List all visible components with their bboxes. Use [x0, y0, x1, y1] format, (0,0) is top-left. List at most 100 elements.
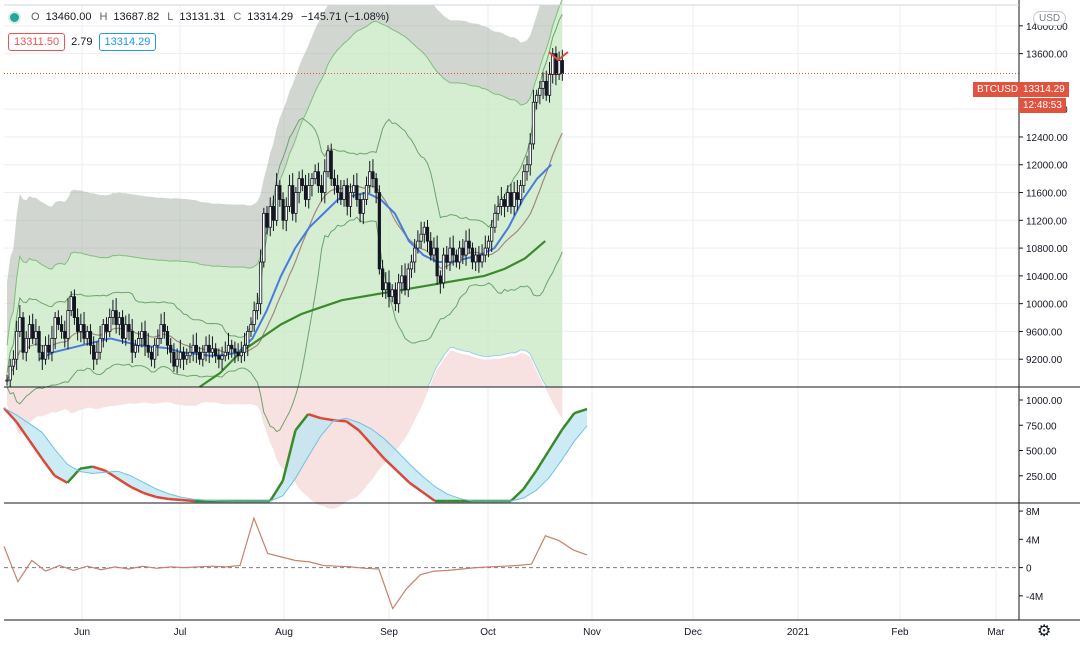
candle: [239, 341, 243, 364]
ema-line: [198, 240, 546, 388]
candle-body: [95, 351, 99, 360]
candle: [31, 313, 35, 344]
candle: [137, 331, 141, 353]
sell-price-button[interactable]: 13311.50: [8, 33, 66, 51]
candle: [528, 133, 532, 176]
candle-body: [438, 275, 442, 284]
candle: [223, 341, 227, 362]
candle-body: [265, 212, 269, 228]
candle: [403, 263, 407, 296]
candle-body: [390, 289, 394, 298]
candle-body: [43, 344, 48, 360]
oscillator-segment: [522, 469, 538, 490]
candle-body: [111, 310, 115, 318]
candle-body: [300, 178, 304, 186]
candle-body: [191, 344, 195, 353]
candle: [474, 247, 478, 272]
candle: [502, 193, 507, 218]
candle-body: [153, 344, 157, 360]
candle-body: [133, 344, 137, 353]
candle: [201, 344, 205, 367]
oscillator-segment: [307, 412, 322, 420]
candle: [252, 301, 256, 332]
candle-body: [149, 351, 154, 360]
candle-body: [474, 254, 478, 263]
candle: [326, 145, 330, 178]
candle-body: [56, 317, 60, 325]
y-tick-label: 11600.00: [1026, 189, 1067, 200]
candle: [425, 219, 430, 252]
candle: [140, 322, 144, 348]
candle-body: [535, 94, 539, 103]
oscillator-segment: [15, 421, 31, 442]
candle-body: [506, 192, 510, 207]
candle-body: [425, 226, 430, 242]
osc-tick-label: 1000.00: [1026, 396, 1063, 407]
oscillator-segment: [547, 429, 563, 452]
candle: [490, 219, 494, 252]
candle: [50, 325, 54, 362]
candle: [262, 207, 266, 268]
candle-body: [268, 206, 272, 228]
candle: [181, 346, 186, 370]
candle: [438, 270, 442, 294]
candle-body: [188, 351, 192, 357]
candle-body: [323, 171, 327, 193]
oscillator-segment: [269, 480, 284, 502]
candle: [323, 159, 327, 204]
candle-body: [242, 344, 247, 353]
oscillator-segment: [383, 457, 398, 472]
red-cloud-band: [7, 350, 563, 509]
candle-body: [336, 185, 340, 193]
candle: [531, 89, 536, 150]
candle-body: [104, 324, 109, 332]
candle-body: [393, 289, 398, 305]
candle-body: [551, 53, 555, 75]
candle-body: [124, 324, 128, 339]
candle: [480, 244, 484, 268]
candle-body: [502, 199, 507, 207]
oscillator-segment: [281, 429, 297, 482]
candle: [413, 239, 417, 273]
candle: [37, 325, 41, 362]
spread-value: 2.79: [71, 36, 93, 48]
candle: [34, 318, 38, 346]
candle-body: [448, 247, 452, 263]
y-tick-label: 13600.00: [1026, 50, 1068, 61]
candle: [236, 343, 240, 362]
candle: [169, 338, 173, 364]
currency-badge[interactable]: USD: [1033, 11, 1067, 26]
gear-icon[interactable]: ⚙: [1037, 623, 1052, 640]
buy-price-button[interactable]: 13314.29: [98, 33, 157, 51]
candle-body: [214, 348, 218, 357]
candle-body: [137, 337, 141, 346]
y-tick-label: 12000.00: [1026, 161, 1068, 172]
candle: [522, 164, 526, 193]
candle-body: [24, 337, 28, 353]
candle-body: [486, 240, 491, 249]
oscillator-segment: [79, 465, 93, 470]
candle: [342, 180, 346, 207]
candle-body: [233, 348, 237, 353]
candle-body: [419, 233, 423, 242]
candle: [18, 305, 22, 337]
candle: [445, 246, 449, 270]
oscillator-segment: [573, 407, 588, 415]
candle-body: [358, 199, 362, 214]
oscillator-segment: [560, 412, 576, 432]
candle-body: [130, 331, 134, 353]
vol-tick-label: 4M: [1026, 535, 1040, 546]
candle-body: [355, 185, 359, 200]
candle: [79, 313, 83, 343]
high-value: 13687.82: [113, 11, 160, 23]
symbol-status-icon[interactable]: [8, 10, 21, 24]
candle: [493, 204, 497, 233]
candle: [499, 186, 503, 216]
candle-body: [400, 275, 404, 284]
candle: [165, 325, 170, 355]
candle-body: [380, 268, 385, 291]
candle-body: [519, 185, 523, 200]
candle-body: [316, 171, 320, 186]
candle-body: [470, 247, 475, 263]
